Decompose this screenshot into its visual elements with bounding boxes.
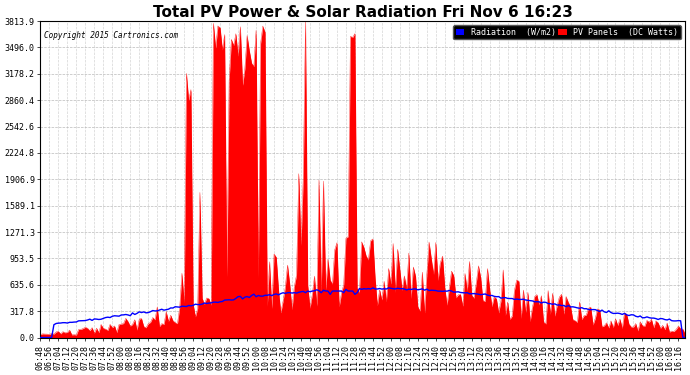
Title: Total PV Power & Solar Radiation Fri Nov 6 16:23: Total PV Power & Solar Radiation Fri Nov… — [153, 5, 573, 20]
Text: Copyright 2015 Cartronics.com: Copyright 2015 Cartronics.com — [43, 30, 178, 39]
Legend: Radiation  (W/m2), PV Panels  (DC Watts): Radiation (W/m2), PV Panels (DC Watts) — [453, 25, 681, 39]
